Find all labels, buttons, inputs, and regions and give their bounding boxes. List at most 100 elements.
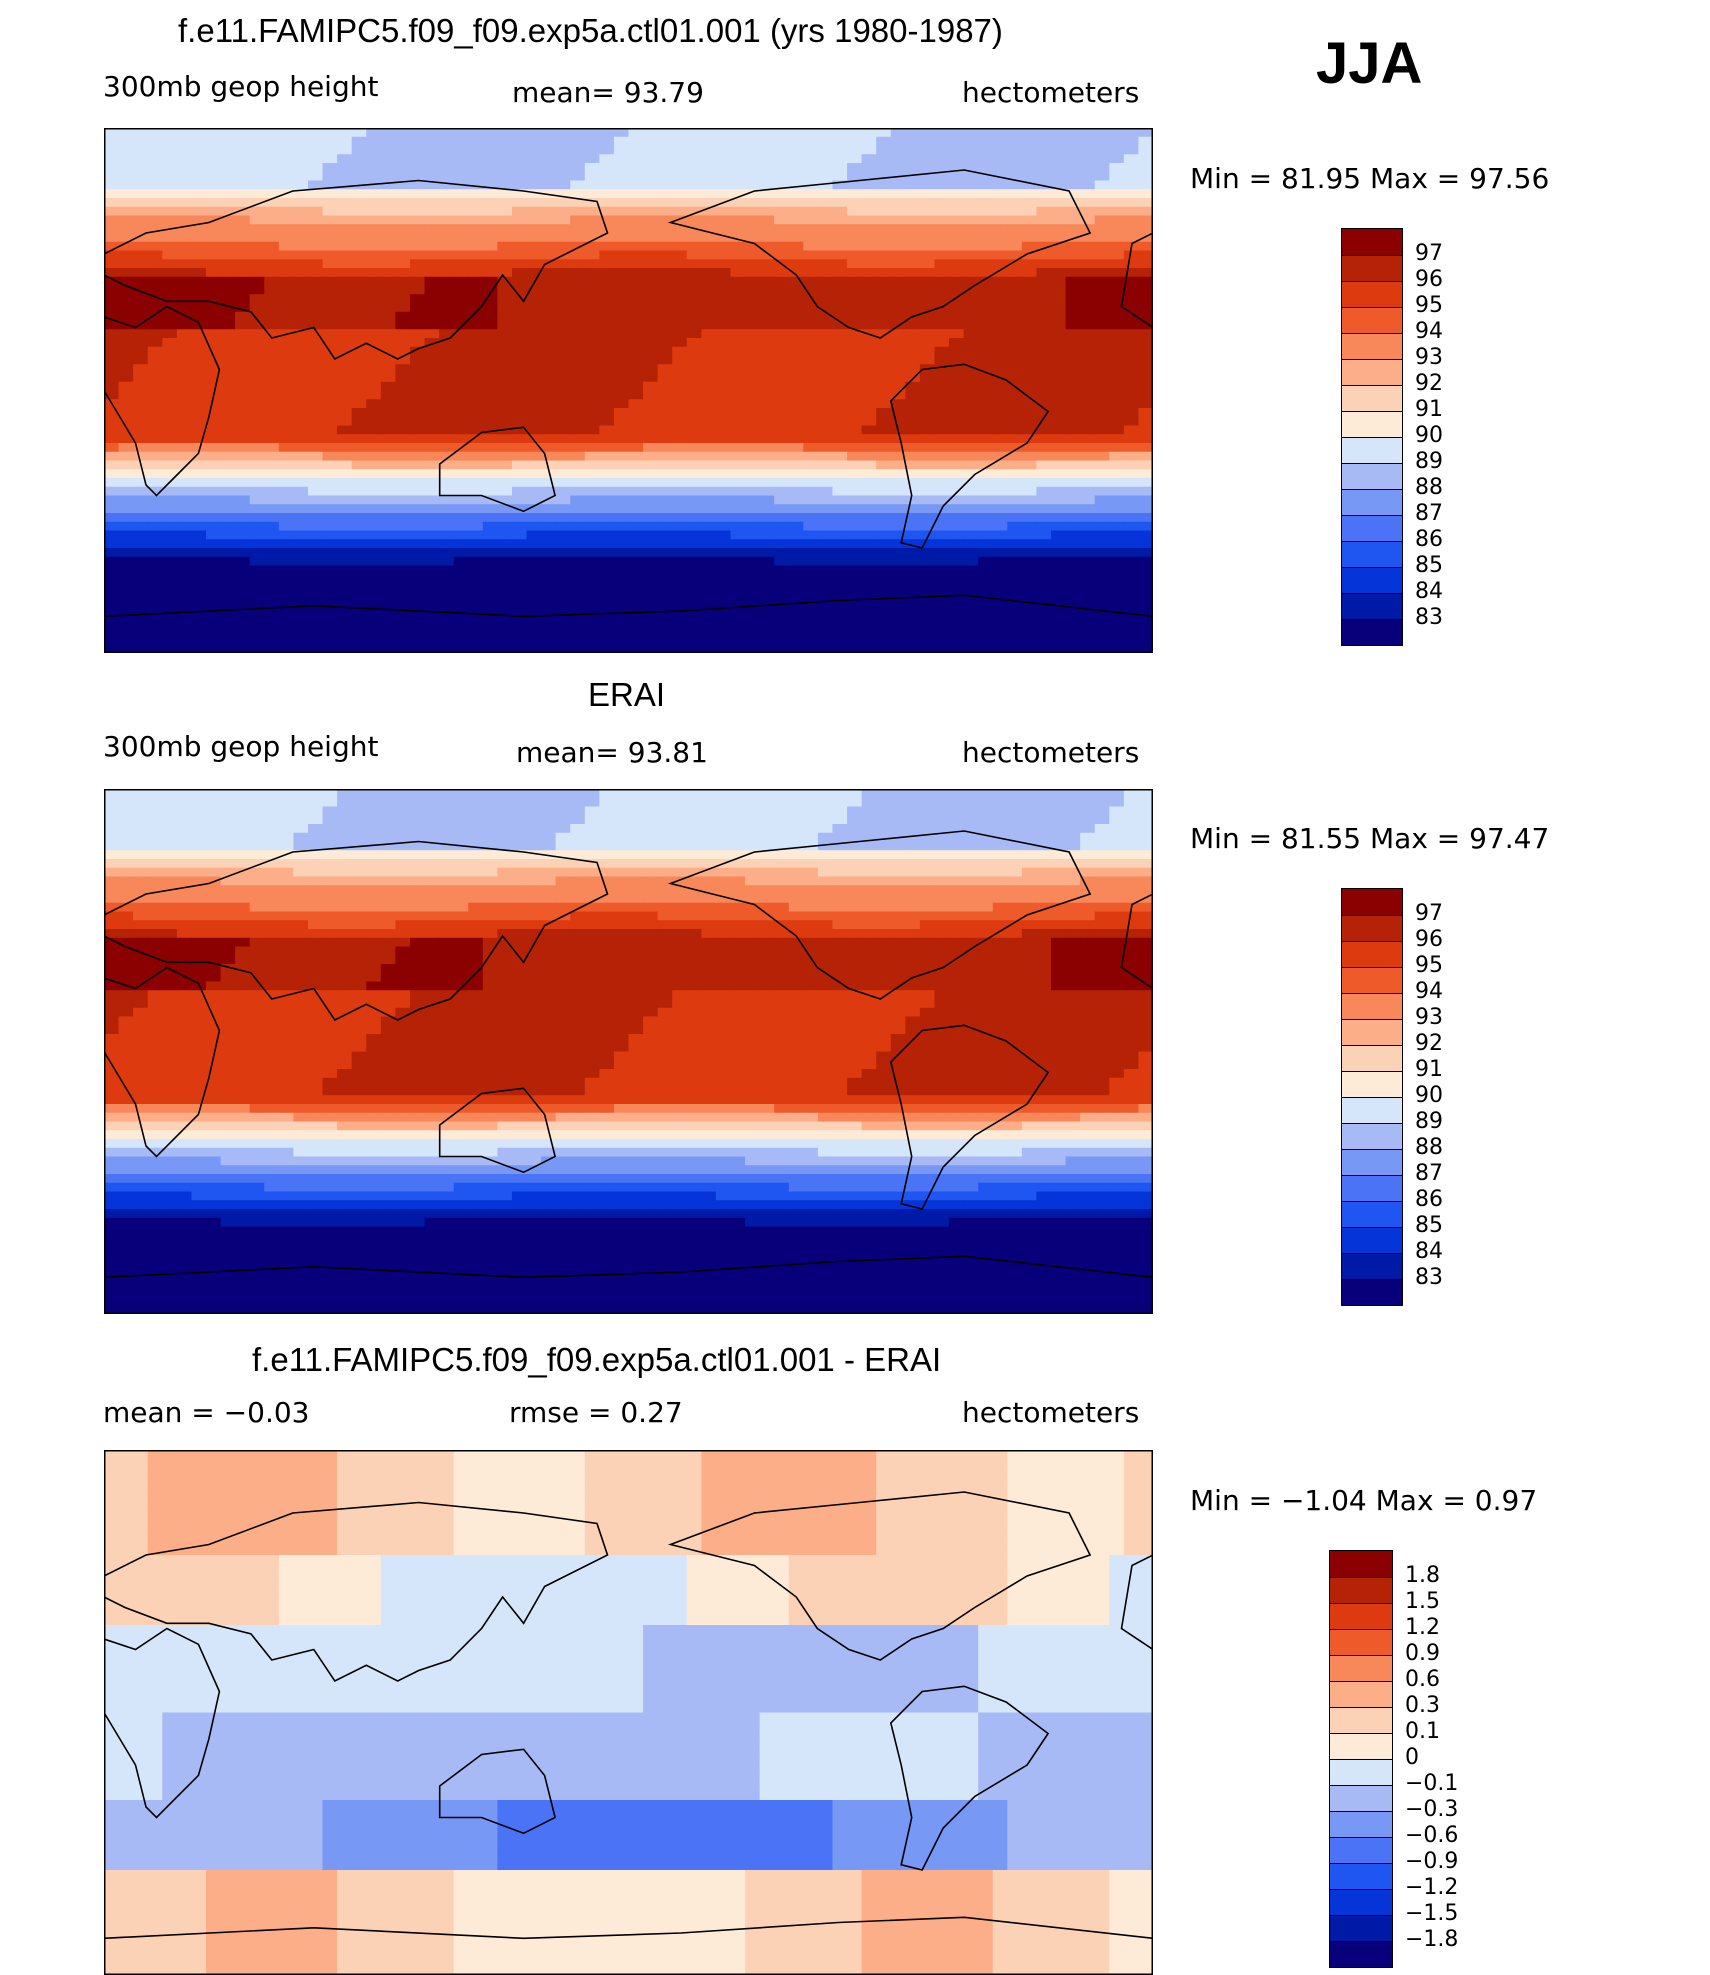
colorbar-swatch [1342, 1227, 1402, 1253]
colorbar-swatch [1330, 1785, 1392, 1811]
colorbar-tick-label: 86 [1415, 527, 1443, 552]
coastline-outline [104, 1916, 1153, 1975]
colorbar-swatch [1342, 1071, 1402, 1097]
colorbar-swatch [1342, 1175, 1402, 1201]
colorbar-swatch [1342, 915, 1402, 941]
coastline-outline [104, 179, 609, 361]
colorbar-swatch [1342, 1253, 1402, 1279]
panel-1-units: hectometers [962, 76, 1140, 109]
colorbar-tick-label: 95 [1415, 953, 1443, 978]
colorbar-tick-label: 96 [1415, 927, 1443, 952]
panel-1-title: f.e11.FAMIPC5.f09_f09.exp5a.ctl01.001 (y… [178, 12, 1003, 49]
colorbar-swatch [1330, 1759, 1392, 1785]
colorbar-tick-label: 94 [1415, 319, 1443, 344]
colorbar-swatch [1330, 1811, 1392, 1837]
colorbar-tick-label: 97 [1415, 241, 1443, 266]
map-frame [104, 128, 1153, 653]
colorbar-tick-label: 0.1 [1405, 1719, 1440, 1744]
colorbar-swatch [1342, 411, 1402, 437]
colorbar-swatch [1330, 1941, 1392, 1967]
coastline-outline [889, 363, 1050, 549]
colorbar-swatch [1342, 307, 1402, 333]
colorbar-tick-label: 94 [1415, 979, 1443, 1004]
colorbar-tick-label: 92 [1415, 371, 1443, 396]
colorbar-swatch [1330, 1837, 1392, 1863]
colorbar-swatch [1330, 1655, 1392, 1681]
colorbar-swatch [1342, 1097, 1402, 1123]
panel-2-map [104, 789, 1153, 1314]
colorbar-swatch [1342, 229, 1402, 255]
panel-2-variable-label: 300mb geop height [103, 730, 379, 763]
coastline-outline [104, 840, 609, 1022]
colorbar-swatch [1342, 463, 1402, 489]
colorbar-tick-label: 88 [1415, 475, 1443, 500]
colorbar-swatch [1330, 1629, 1392, 1655]
colorbar-tick-label: 91 [1415, 1057, 1443, 1082]
colorbar-tick-label: 91 [1415, 397, 1443, 422]
coastline-outline [667, 1491, 1092, 1661]
colorbar-tick-label: 95 [1415, 293, 1443, 318]
colorbar-tick-label: 1.5 [1405, 1589, 1440, 1614]
panel-2-minmax: Min = 81.55 Max = 97.47 [1190, 822, 1550, 855]
panel-3-minmax: Min = −1.04 Max = 0.97 [1190, 1484, 1538, 1517]
colorbar-tick-label: 83 [1415, 1265, 1443, 1290]
colorbar-tick-label: 0 [1405, 1745, 1419, 1770]
colorbar-swatch [1330, 1603, 1392, 1629]
coastline-outline [104, 1255, 1153, 1314]
panel-1-mean: mean= 93.79 [512, 76, 704, 109]
coastline-outline [438, 426, 557, 513]
colorbar-swatch [1342, 567, 1402, 593]
panel-1-variable-label: 300mb geop height [103, 70, 379, 103]
colorbar-tick-label: 84 [1415, 579, 1443, 604]
colorbar-tick-label: 83 [1415, 605, 1443, 630]
coastline-outline [889, 1685, 1050, 1871]
panel-2-mean: mean= 93.81 [516, 736, 708, 769]
colorbar-swatch [1342, 967, 1402, 993]
colorbar-swatch [1342, 619, 1402, 645]
colorbar-swatch [1342, 593, 1402, 619]
coastline-outline [1120, 1554, 1153, 1651]
colorbar-swatch [1330, 1551, 1392, 1577]
colorbar-tick-label: −0.3 [1405, 1797, 1459, 1822]
colorbar-tick-label: 97 [1415, 901, 1443, 926]
colorbar-tick-label: 1.2 [1405, 1615, 1440, 1640]
colorbar-tick-label: 89 [1415, 449, 1443, 474]
colorbar-swatch [1342, 437, 1402, 463]
panel-1-map [104, 128, 1153, 653]
colorbar-swatch [1342, 515, 1402, 541]
colorbar-tick-label: 0.9 [1405, 1641, 1440, 1666]
panel-3-map [104, 1450, 1153, 1975]
colorbar-tick-label: 93 [1415, 1005, 1443, 1030]
colorbar-tick-label: 93 [1415, 345, 1443, 370]
colorbar-tick-label: 87 [1415, 1161, 1443, 1186]
panel-1-colorbar: 97 96 95 94 93 92 91 90 89 88 87 86 85 84 83 [1341, 228, 1541, 646]
colorbar-swatch [1342, 333, 1402, 359]
colorbar-swatch [1342, 1019, 1402, 1045]
panel-3-units: hectometers [962, 1396, 1140, 1429]
colorbar-tick-label: −1.8 [1405, 1927, 1459, 1952]
coastline-outline [667, 169, 1092, 339]
colorbar-frame [1341, 888, 1403, 1306]
colorbar-tick-label: −0.6 [1405, 1823, 1459, 1848]
coastline-outline [889, 1024, 1050, 1210]
colorbar-swatch [1342, 1279, 1402, 1305]
colorbar-swatch [1342, 255, 1402, 281]
colorbar-tick-label: 92 [1415, 1031, 1443, 1056]
colorbar-tick-label: −0.1 [1405, 1771, 1459, 1796]
colorbar-swatch [1330, 1863, 1392, 1889]
colorbar-swatch [1330, 1733, 1392, 1759]
panel-3-title: f.e11.FAMIPC5.f09_f09.exp5a.ctl01.001 - … [252, 1341, 942, 1378]
panel-3-colorbar: 1.8 1.5 1.2 0.9 0.6 0.3 0.1 0 −0.1 −0.3 −0.6 −0.9 −1… [1329, 1550, 1539, 1968]
colorbar-tick-label: 88 [1415, 1135, 1443, 1160]
coastline-outline [438, 1087, 557, 1174]
colorbar-tick-label: −0.9 [1405, 1849, 1459, 1874]
colorbar-swatch [1330, 1707, 1392, 1733]
coastline-outline [1120, 893, 1153, 990]
coastline-outline [1120, 232, 1153, 329]
colorbar-tick-label: 1.8 [1405, 1563, 1440, 1588]
colorbar-swatch [1330, 1681, 1392, 1707]
colorbar-swatch [1342, 1201, 1402, 1227]
colorbar-tick-label: 85 [1415, 553, 1443, 578]
coastline-outline [104, 594, 1153, 653]
coastline-outline [104, 1501, 609, 1683]
